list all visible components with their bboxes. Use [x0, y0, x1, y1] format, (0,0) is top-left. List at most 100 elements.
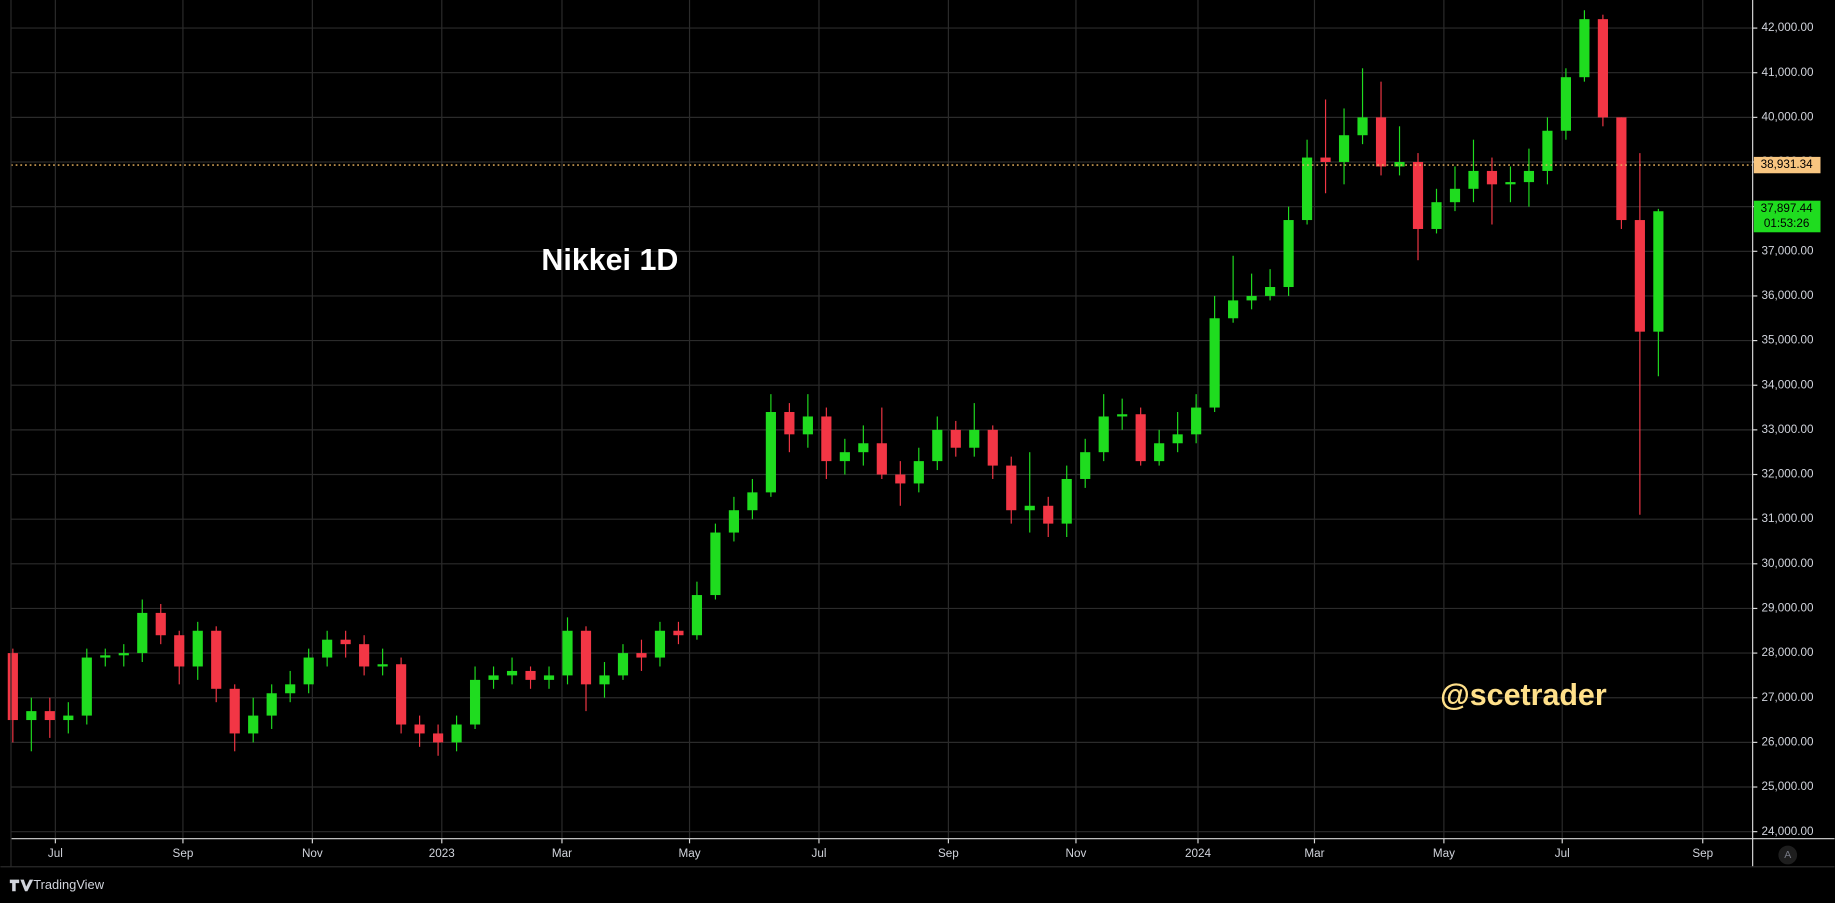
candle-body — [1394, 162, 1405, 167]
y-tick-label: 28,000.00 — [1761, 646, 1813, 659]
candle-body — [1375, 117, 1387, 167]
candle-body — [1135, 414, 1146, 462]
candle-body — [636, 653, 647, 658]
brand: TradingView — [33, 877, 104, 892]
candle-body — [1320, 157, 1331, 163]
candle-body — [858, 443, 869, 453]
x-tick-label: May — [678, 847, 700, 860]
y-tick-label: 32,000.00 — [1761, 468, 1813, 481]
candle-body — [469, 679, 481, 725]
candle-body — [1117, 414, 1128, 417]
y-tick-label: 33,000.00 — [1761, 423, 1813, 436]
candle-body — [396, 664, 407, 725]
candle-body — [44, 711, 55, 721]
candle-body — [211, 630, 222, 689]
candle-body — [192, 630, 203, 667]
x-tick-label: Sep — [1692, 847, 1713, 860]
grid — [10, 0, 1753, 839]
candle-body — [1209, 318, 1220, 408]
candle-body — [1061, 478, 1072, 524]
candle-body — [1283, 220, 1294, 288]
candle-body — [1246, 295, 1257, 301]
candle-body — [802, 416, 813, 435]
y-tick-label: 40,000.00 — [1761, 110, 1813, 123]
candle-body — [155, 612, 166, 636]
candle-body — [1616, 117, 1627, 221]
x-tick-label: May — [1433, 847, 1455, 860]
candle-body — [728, 510, 739, 533]
candle-body — [932, 429, 943, 462]
auto-button[interactable] — [1778, 845, 1798, 865]
candle-body — [950, 429, 961, 448]
candle-body — [543, 675, 555, 680]
candle-body — [784, 412, 795, 435]
candle-body — [562, 630, 573, 676]
candle-body — [691, 595, 703, 636]
x-tick-label: Sep — [938, 847, 959, 860]
candle-body — [1523, 170, 1535, 183]
x-tick-label: Mar — [1304, 847, 1324, 860]
x-tick-label: Jul — [811, 847, 826, 860]
candle-body — [174, 635, 185, 667]
candle-body — [1449, 188, 1461, 203]
candle-body — [26, 711, 37, 721]
candle-body — [987, 429, 998, 466]
x-tick-label: Sep — [173, 847, 194, 860]
candle-body — [359, 644, 370, 667]
candle-body — [100, 655, 111, 658]
candle-body — [1098, 416, 1109, 453]
candle-body — [1228, 300, 1239, 319]
candle-body — [1412, 162, 1424, 229]
candle-body — [821, 416, 832, 462]
previous-close-label: 38,931.34 — [1761, 158, 1813, 171]
candle-body — [1191, 407, 1202, 435]
candle-body — [1560, 77, 1572, 131]
candle-body — [1486, 170, 1498, 185]
candle-body — [617, 653, 629, 676]
candle-body — [673, 630, 684, 636]
x-tick-label: Mar — [552, 847, 572, 860]
candle-body — [377, 664, 388, 667]
candle-body — [63, 715, 74, 721]
candle-body — [322, 639, 333, 658]
last-price-tag — [1753, 200, 1821, 233]
y-tick-label: 29,000.00 — [1761, 602, 1813, 615]
y-tick-label: 41,000.00 — [1761, 66, 1813, 79]
candle-body — [451, 724, 462, 743]
candle-body — [1265, 287, 1276, 296]
candle-body — [1597, 19, 1608, 118]
candle-body — [137, 612, 148, 654]
y-tick-label: 34,000.00 — [1761, 378, 1813, 391]
candle-body — [654, 630, 666, 658]
candle-body — [118, 653, 129, 656]
candle-body — [1431, 202, 1442, 229]
y-tick-label: 37,000.00 — [1761, 244, 1813, 257]
y-tick-label: 31,000.00 — [1761, 512, 1813, 525]
candle-body — [506, 670, 518, 676]
x-tick-label: Nov — [302, 847, 323, 860]
candle-body — [876, 443, 887, 475]
auto-button-label[interactable]: A — [1784, 849, 1791, 861]
candle-body — [580, 630, 592, 685]
candle-body — [1154, 443, 1165, 462]
candle-body — [710, 532, 721, 596]
y-tick-label: 24,000.00 — [1761, 825, 1813, 838]
axes: 24,000.00 25,000.00 26,000.00 27,000.00 28,0… — [48, 21, 1821, 860]
candle-body — [1006, 465, 1017, 511]
candle-body — [599, 675, 610, 685]
candle-body — [229, 688, 240, 734]
y-tick-label: 30,000.00 — [1761, 557, 1813, 570]
candle-body — [266, 693, 277, 716]
countdown-label: 01:53:26 — [1764, 217, 1810, 230]
y-tick-label: 26,000.00 — [1761, 735, 1813, 748]
candle-body — [1301, 157, 1313, 221]
tradingview-logo: TradingView — [9, 877, 105, 892]
y-tick-label: 36,000.00 — [1761, 289, 1813, 302]
candle-body — [969, 429, 980, 448]
candle-body — [285, 684, 296, 694]
plot — [7, 10, 1753, 756]
y-tick-label: 25,000.00 — [1761, 780, 1813, 793]
candle-body — [1080, 452, 1091, 479]
